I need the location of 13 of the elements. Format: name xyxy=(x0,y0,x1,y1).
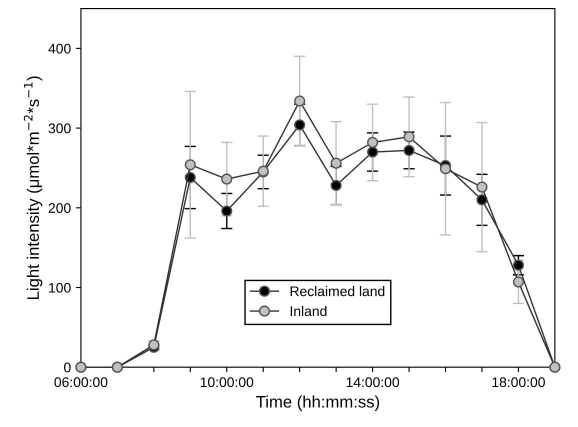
y-tick-label: 100 xyxy=(49,282,71,293)
y-tick-label: 200 xyxy=(48,203,71,213)
x-tick-label: 10:00:00 xyxy=(200,377,254,388)
legend-label: Reclaimed land xyxy=(290,286,384,296)
y-axis-title: Light intensity (μmol*m$^{−2}$*s$^{−1}$) xyxy=(24,76,42,300)
y-tick-label: 300 xyxy=(48,123,71,134)
y-tick-label: 400 xyxy=(48,44,71,54)
y-tick-label: 0 xyxy=(64,362,71,372)
x-tick-label: 06:00:00 xyxy=(54,377,108,388)
legend-label: Inland xyxy=(290,306,326,316)
x-tick-label: 18:00:00 xyxy=(492,377,545,388)
x-axis-title: Time (hh:mm:ss) xyxy=(256,395,380,411)
x-tick-label: 14:00:00 xyxy=(346,377,400,388)
